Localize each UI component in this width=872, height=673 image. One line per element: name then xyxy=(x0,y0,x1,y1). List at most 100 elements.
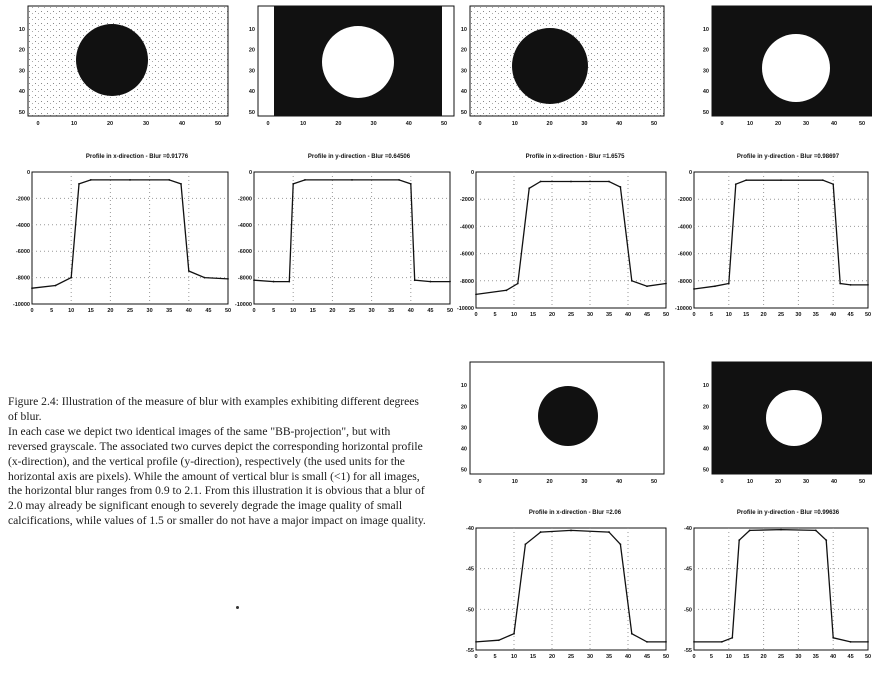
profile-point xyxy=(849,640,852,643)
image-ytick-label: 40 xyxy=(703,89,709,95)
x-tick-label: 45 xyxy=(848,312,854,318)
image-ytick-label: 10 xyxy=(703,27,709,33)
x-tick-label: 50 xyxy=(225,308,231,314)
x-tick-label: 35 xyxy=(388,308,394,314)
profile-point xyxy=(693,288,695,290)
x-tick-label: 20 xyxy=(761,654,767,660)
image-xtick-label: 40 xyxy=(831,479,837,485)
profile-plot-6-svg: 0 5 10 15 20 25 30 35 40 45 50 -40 -45 -50 -55 xyxy=(684,526,871,660)
x-tick-label: 10 xyxy=(726,654,732,660)
image-ytick-label: 30 xyxy=(461,425,467,431)
x-tick-label: 35 xyxy=(813,312,819,318)
y-tick-label: -8000 xyxy=(238,276,252,282)
image-xtick-label: 40 xyxy=(616,121,622,127)
image-ytick-label: 20 xyxy=(703,404,709,410)
profile-point xyxy=(608,180,610,183)
y-tick-label: -55 xyxy=(466,648,474,654)
image-ytick-label: 40 xyxy=(19,89,25,95)
profile-point xyxy=(351,179,353,181)
profile-point xyxy=(288,280,291,283)
profile-point xyxy=(31,287,33,290)
profile-point xyxy=(780,528,782,531)
x-tick-label: 10 xyxy=(290,308,296,314)
image-ytick-label: 30 xyxy=(461,68,467,74)
image-ytick-label: 40 xyxy=(461,89,467,95)
bb-image-5 xyxy=(446,360,668,492)
x-tick-label: 40 xyxy=(625,654,631,660)
profile-plot-3: Profile in x-direction - Blur =1.6575 0 5… xyxy=(446,154,670,326)
profile-point xyxy=(539,531,542,533)
profile-point xyxy=(304,179,306,181)
profile-point xyxy=(227,278,229,280)
image-xtick-label: 50 xyxy=(441,121,447,127)
profile-point xyxy=(745,179,748,182)
image-ytick-label: 50 xyxy=(461,468,467,474)
profile-point xyxy=(168,179,171,181)
y-tick-label: -10000 xyxy=(13,302,30,308)
profile-point xyxy=(253,279,255,282)
y-tick-label: -55 xyxy=(684,648,692,654)
image-xtick-label: 30 xyxy=(143,121,149,127)
profile-point xyxy=(516,282,519,285)
y-tick-label: -4000 xyxy=(16,223,30,229)
image-ytick-label: 10 xyxy=(249,27,255,33)
profile-plot-4-title: Profile in y-direction - Blur =0.98697 xyxy=(736,154,840,160)
x-tick-label: 40 xyxy=(625,312,631,318)
image-ytick-label: 10 xyxy=(703,383,709,389)
profile-point xyxy=(409,182,412,185)
y-tick-label: -4000 xyxy=(678,224,692,230)
x-tick-label: 30 xyxy=(587,654,593,660)
y-tick-label: -6000 xyxy=(678,252,692,258)
bb-image-3 xyxy=(446,4,668,134)
x-tick-label: 25 xyxy=(127,308,133,314)
image-xtick-label: 20 xyxy=(107,121,113,127)
x-tick-label: 30 xyxy=(147,308,153,314)
x-tick-label: 10 xyxy=(511,654,517,660)
x-tick-label: 30 xyxy=(369,308,375,314)
image-xtick-label: 20 xyxy=(547,479,553,485)
x-tick-label: 5 xyxy=(710,312,713,318)
image-xtick-label: 10 xyxy=(512,479,518,485)
profile-point xyxy=(539,180,542,183)
profile-point xyxy=(187,270,190,272)
x-tick-label: 15 xyxy=(530,654,536,660)
x-tick-label: 30 xyxy=(795,654,801,660)
image-xtick-label: 0 xyxy=(720,479,723,485)
profile-point xyxy=(720,640,723,643)
x-tick-label: 5 xyxy=(493,654,496,660)
profile-point xyxy=(832,183,835,186)
image-xtick-label: 10 xyxy=(71,121,77,127)
image-xtick-label: 20 xyxy=(547,121,553,127)
profile-point xyxy=(867,640,869,643)
x-tick-label: 40 xyxy=(408,308,414,314)
x-tick-label: 20 xyxy=(761,312,767,318)
profile-point xyxy=(475,640,477,643)
x-tick-label: 15 xyxy=(743,312,749,318)
stray-dot xyxy=(236,606,239,609)
y-tick-label: -4000 xyxy=(238,223,252,229)
x-tick-label: 0 xyxy=(30,308,33,314)
profile-plot-5-title: Profile in x-direction - Blur =2.06 xyxy=(528,510,622,516)
profile-point xyxy=(54,284,57,287)
image-ytick-label: 20 xyxy=(703,48,709,54)
plot-frame xyxy=(31,171,229,305)
bb-image-6-svg xyxy=(711,361,872,475)
profile-point xyxy=(748,529,751,532)
x-tick-label: 50 xyxy=(447,308,453,314)
image-xtick-label: 50 xyxy=(651,479,657,485)
profile-point xyxy=(630,279,633,282)
caption-title: Figure 2.4: Illustration of the measure … xyxy=(8,395,419,423)
profile-point xyxy=(528,187,531,190)
bb-image-4-svg xyxy=(711,5,872,117)
image-xtick-label: 50 xyxy=(215,121,221,127)
profile-point xyxy=(497,639,500,642)
image-xtick-label: 30 xyxy=(581,479,587,485)
image-ytick-label: 50 xyxy=(703,468,709,474)
profile-point xyxy=(839,282,842,285)
profile-point xyxy=(619,543,622,546)
profile-point xyxy=(849,283,852,286)
image-xtick-label: 20 xyxy=(775,121,781,127)
x-tick-label: 35 xyxy=(606,312,612,318)
image-ytick-label: 40 xyxy=(461,447,467,453)
